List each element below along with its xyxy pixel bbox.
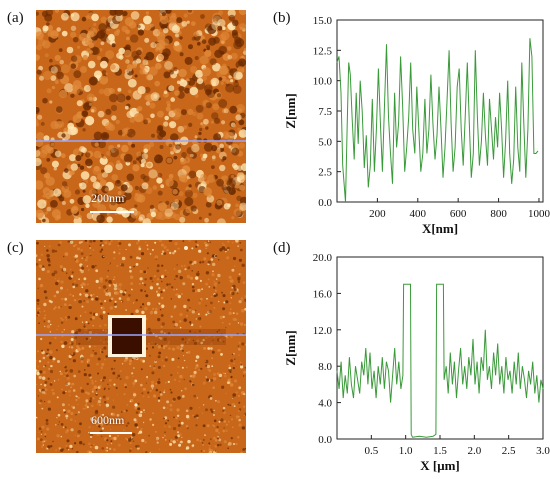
y-tick-label: 10.0 [313, 76, 333, 88]
x-tick-label: 0.5 [364, 445, 378, 457]
x-tick-label: 200 [369, 208, 386, 220]
afm-image-a: 200nm [36, 10, 246, 223]
y-tick-label: 15.0 [313, 15, 333, 27]
profile-chart-d: 0.0 4.0 8.0 12.0 16.0 20.0 0.5 1.0 1.5 2.0 2.5 3.0 X… [265, 237, 550, 474]
profile-chart-b: 0.0 2.5 5.0 7.5 10.0 12.5 15.0 200 400 600 800 1000… [265, 0, 550, 237]
scalebar-line-a [90, 211, 134, 213]
x-tick-label: 1000 [528, 208, 550, 220]
scalebar-label-c: 600nm [91, 413, 125, 427]
afm-texture-a [36, 10, 246, 223]
afm-streak [76, 329, 226, 345]
panel-b-label: (b) [273, 10, 291, 26]
y-tick-label: 5.0 [318, 136, 332, 148]
scalebar-line-c [90, 432, 132, 434]
profile-series-line [336, 38, 539, 203]
y-tick-label: 16.0 [313, 288, 333, 300]
profile-chart-d-svg: 0.0 4.0 8.0 12.0 16.0 20.0 0.5 1.0 1.5 2.0 2.5 3.0 X… [283, 252, 550, 473]
afm-particle [184, 246, 188, 250]
x-tick-label: 2.5 [502, 445, 516, 457]
x-tick-label: 400 [410, 208, 427, 220]
y-tick-label: 0.0 [318, 434, 332, 446]
y-tick-label: 0.0 [318, 197, 332, 209]
x-tick-label: 2.0 [467, 445, 481, 457]
y-tick-label: 4.0 [318, 398, 332, 410]
profile-series-line [336, 283, 544, 438]
afm-grain-layer [36, 10, 246, 223]
y-tick-label: 12.0 [313, 325, 333, 337]
profile-chart-b-svg: 0.0 2.5 5.0 7.5 10.0 12.5 15.0 200 400 600 800 1000… [283, 15, 550, 236]
x-axis-label: X[nm] [422, 221, 458, 236]
x-tick-label: 1.5 [433, 445, 447, 457]
y-tick-label: 20.0 [313, 252, 333, 264]
afm-hole [112, 318, 142, 354]
panel-c-label: (c) [7, 240, 24, 256]
y-axis-label: Z[nm] [283, 330, 298, 365]
x-tick-label: 800 [490, 208, 507, 220]
afm-image-c: 600nm [36, 240, 246, 453]
x-tick-label: 3.0 [536, 445, 550, 457]
y-tick-label: 8.0 [318, 361, 332, 373]
scalebar-label-a: 200nm [91, 191, 125, 205]
y-tick-label: 2.5 [318, 167, 332, 179]
panel-d-label: (d) [273, 240, 291, 256]
y-tick-label: 7.5 [318, 106, 332, 118]
x-axis-label: X [μm] [420, 458, 460, 473]
x-tick-label: 1.0 [399, 445, 413, 457]
afm-particle [134, 403, 138, 407]
x-tick-label: 600 [450, 208, 467, 220]
y-axis-label: Z[nm] [283, 93, 298, 128]
panel-a-label: (a) [7, 10, 24, 26]
afm-texture-c [36, 240, 246, 453]
y-tick-label: 12.5 [313, 45, 333, 57]
